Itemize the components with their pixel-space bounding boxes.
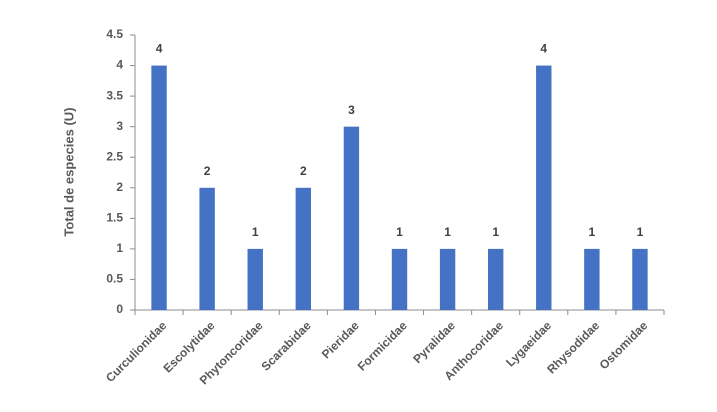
y-axis-label: Total de especies (U) <box>61 107 76 236</box>
x-tick-label: Ostomidae <box>597 318 651 372</box>
bar <box>151 65 167 310</box>
x-tick-label: Rhysodidae <box>544 318 602 376</box>
value-label: 4 <box>540 42 547 56</box>
bar <box>199 187 215 310</box>
y-tick-label: 4 <box>116 58 123 72</box>
bar <box>632 248 648 310</box>
value-label: 3 <box>348 103 355 117</box>
value-label: 2 <box>300 164 307 178</box>
y-tick-label: 2 <box>116 180 123 194</box>
x-tick-label: Curculionidae <box>103 318 170 385</box>
bar <box>487 248 504 310</box>
y-tick-label: 0.5 <box>106 272 123 286</box>
bar <box>343 126 360 311</box>
value-label: 4 <box>156 42 163 56</box>
y-tick-label: 4.5 <box>106 27 123 41</box>
value-label: 1 <box>444 225 451 239</box>
value-label: 1 <box>396 225 403 239</box>
bar <box>247 248 263 310</box>
y-tick-label: 0 <box>116 302 123 316</box>
y-tick-label: 1 <box>116 241 123 255</box>
bar <box>439 248 456 310</box>
x-tick-label: Lygaeidae <box>503 318 554 369</box>
bar <box>295 187 312 310</box>
bar <box>391 248 408 310</box>
y-tick-label: 3 <box>116 119 123 133</box>
y-tick-label: 3.5 <box>106 88 123 102</box>
y-tick-label: 1.5 <box>106 211 123 225</box>
x-tick-label: Pieridae <box>319 318 362 361</box>
bar <box>584 248 600 310</box>
value-label: 2 <box>204 164 211 178</box>
value-label: 1 <box>589 225 596 239</box>
x-tick-label: Pyralidae <box>410 318 458 366</box>
value-label: 1 <box>492 225 499 239</box>
x-tick-label: Formicidae <box>355 318 410 373</box>
x-tick-label: Scarabidae <box>258 318 313 373</box>
value-label: 1 <box>252 225 259 239</box>
value-label: 1 <box>637 225 644 239</box>
y-tick-label: 2.5 <box>106 149 123 163</box>
bar <box>536 65 552 310</box>
